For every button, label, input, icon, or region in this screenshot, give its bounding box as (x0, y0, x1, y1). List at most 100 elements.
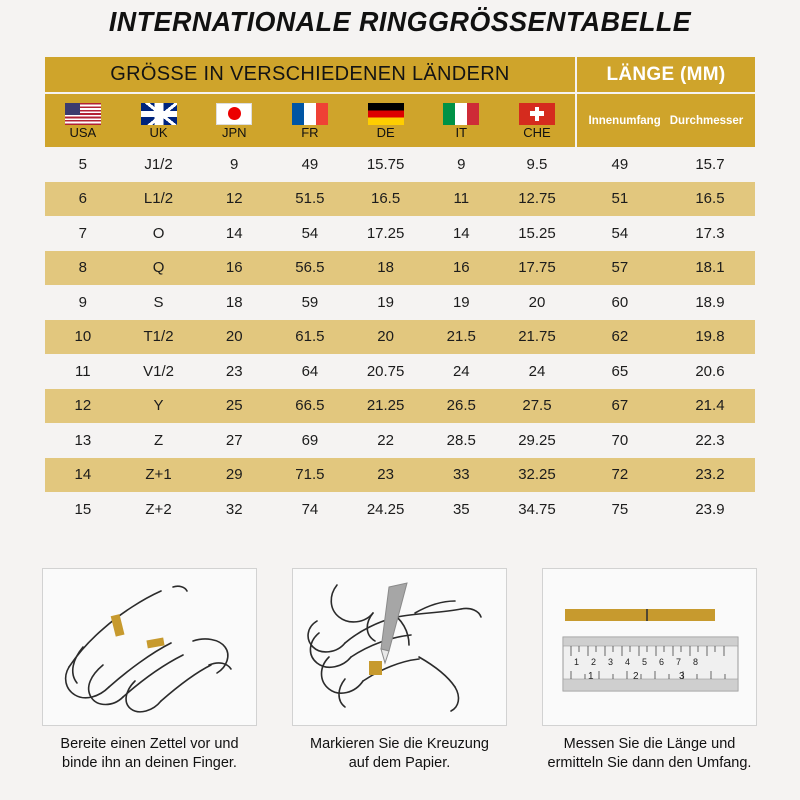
caption-1-line-2: binde ihn an deinen Finger. (62, 755, 237, 771)
table-cell: 27 (225, 431, 243, 449)
table-cell: 15.7 (695, 155, 725, 173)
svg-text:3: 3 (679, 671, 685, 682)
table-cell: 15.75 (366, 155, 405, 173)
table-cell: 20.6 (695, 362, 725, 380)
flag-usa-icon (64, 102, 101, 125)
table-cell: 49 (301, 155, 319, 173)
table-cell: Y (153, 397, 164, 415)
column-code-de: DE (376, 124, 395, 140)
table-cell: 19 (377, 293, 394, 311)
table-cell: 13 (74, 431, 92, 449)
table-cell: 12 (225, 190, 243, 208)
table-cell: 15.25 (518, 224, 556, 242)
table-cell: 54 (611, 224, 629, 242)
table-cell: 16.5 (695, 190, 725, 208)
table-row: 12 Y 25 66.5 21.25 26.5 27.5 67 21.4 (45, 388, 755, 423)
column-code-che: CHE (523, 124, 551, 140)
table-cell: 69 (301, 431, 319, 449)
table-cell: Z (153, 431, 164, 449)
column-header-usa: USA (45, 94, 121, 147)
hand-pen-drawing (307, 582, 482, 712)
table-cell: 23 (225, 362, 243, 380)
table-cell: 32.25 (518, 466, 556, 484)
column-code-it: IT (455, 124, 468, 140)
flag-switzerland-icon (518, 102, 555, 125)
table-cell: Q (152, 259, 165, 277)
instructions-section: Bereite einen Zettel vor und binde ihn a… (0, 568, 800, 800)
table-cell: 16 (225, 259, 243, 277)
column-header-de: DE (348, 94, 424, 147)
table-cell: 15 (74, 500, 92, 518)
table-cell: 18 (377, 259, 394, 277)
column-header-it: IT (423, 94, 499, 147)
table-cell: 65 (611, 362, 629, 380)
table-cell: 56.5 (295, 259, 325, 277)
table-body: 5 J1/2 9 49 15.75 9 9.5 49 15.7 6 L1/2 12 51.5 16.5 11… (45, 147, 755, 527)
table-cell: 26.5 (446, 397, 476, 415)
column-header-uk: UK (121, 94, 197, 147)
table-cell: 17.75 (518, 259, 556, 277)
table-cell: 71.5 (295, 466, 325, 484)
table-cell: 24 (528, 362, 546, 380)
svg-text:8: 8 (693, 657, 698, 667)
table-cell: 23 (377, 466, 394, 484)
svg-text:6: 6 (659, 657, 664, 667)
table-cell: 14 (225, 224, 243, 242)
table-cell: 7 (78, 224, 88, 242)
length-subheaders: Innenumfang Durchmesser (574, 94, 755, 147)
table-cell: 29 (225, 466, 243, 484)
table-cell: 9 (457, 155, 466, 173)
caption-3-line-1: Messen Sie die Länge und (563, 736, 736, 752)
table-cell: 8 (78, 259, 88, 277)
ring-size-table: GRÖSSE IN VERSCHIEDENEN LÄNDERN LÄNGE (M… (45, 57, 755, 527)
table-row: 7 O 14 54 17.25 14 15.25 54 17.3 (45, 216, 755, 251)
table-cell: 74 (301, 500, 319, 518)
table-cell: 17.25 (366, 224, 405, 242)
table-row: 10 T1/2 20 61.5 20 21.5 21.75 62 19.8 (45, 319, 755, 354)
instruction-step-2: Markieren Sie die Kreuzung auf dem Papie… (292, 568, 507, 773)
table-cell: 19 (452, 293, 470, 311)
table-cell: 6 (78, 190, 88, 208)
table-cell: 54 (301, 224, 319, 242)
table-cell: L1/2 (143, 190, 174, 208)
table-cell: 27.5 (522, 397, 552, 415)
table-cell: 21.25 (366, 397, 405, 415)
svg-text:1: 1 (574, 657, 579, 667)
table-cell: Z+1 (145, 466, 172, 484)
table-cell: 25 (225, 397, 243, 415)
illustration-hand-with-strip (42, 568, 257, 726)
table-cell: 49 (611, 155, 629, 173)
table-cell: 12 (74, 397, 92, 415)
flag-france-icon (291, 102, 328, 125)
group-header-length: LÄNGE (MM) (606, 63, 726, 85)
paper-strip-mark-2 (146, 637, 165, 649)
table-cell: 20 (377, 328, 394, 346)
table-row: 15 Z+2 32 74 24.25 35 34.75 75 23.9 (45, 492, 755, 527)
table-cell: 29.25 (518, 431, 556, 449)
table-cell: 35 (452, 500, 470, 518)
table-cell: 33 (452, 466, 470, 484)
page-title: INTERNATIONALE RINGGRÖSSENTABELLE (108, 6, 692, 37)
table-row: 8 Q 16 56.5 18 16 17.75 57 18.1 (45, 250, 755, 285)
ruler-drawing: 1 2 3 4 5 6 7 8 1 2 3 (562, 609, 739, 692)
table-cell: 51.5 (295, 190, 325, 208)
table-cell: 5 (78, 155, 88, 173)
table-cell: 16.5 (370, 190, 401, 208)
table-cell: 51 (611, 190, 629, 208)
svg-text:5: 5 (642, 657, 647, 667)
table-country-header-row: USA UK JPN FR DE IT CHE Innenumfang (45, 94, 755, 147)
table-row: 11 V1/2 23 64 20.75 24 24 65 20.6 (45, 354, 755, 389)
table-cell: 18.1 (695, 259, 725, 277)
table-cell: 22.3 (695, 431, 725, 449)
column-header-innenumfang: Innenumfang (588, 114, 661, 127)
table-cell: 72 (611, 466, 629, 484)
table-cell: 12.75 (518, 190, 556, 208)
table-cell: 24 (452, 362, 470, 380)
table-cell: 70 (611, 431, 629, 449)
instruction-caption-1: Bereite einen Zettel vor und binde ihn a… (42, 735, 257, 773)
table-cell: 67 (611, 397, 629, 415)
table-cell: O (152, 224, 165, 242)
table-cell: V1/2 (143, 362, 174, 380)
svg-text:3: 3 (608, 657, 613, 667)
